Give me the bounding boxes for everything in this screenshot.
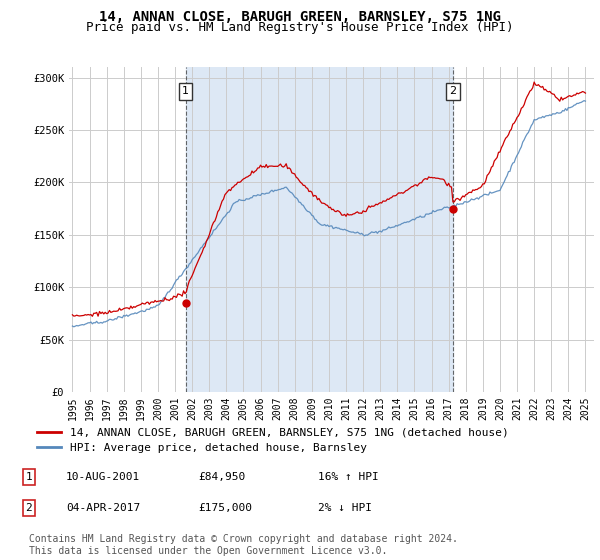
Text: 10-AUG-2001: 10-AUG-2001 bbox=[66, 472, 140, 482]
Text: 1: 1 bbox=[182, 86, 189, 96]
Legend: 14, ANNAN CLOSE, BARUGH GREEN, BARNSLEY, S75 1NG (detached house), HPI: Average : 14, ANNAN CLOSE, BARUGH GREEN, BARNSLEY,… bbox=[32, 423, 514, 457]
Text: Price paid vs. HM Land Registry's House Price Index (HPI): Price paid vs. HM Land Registry's House … bbox=[86, 21, 514, 34]
Text: 2: 2 bbox=[25, 503, 32, 513]
Text: Contains HM Land Registry data © Crown copyright and database right 2024.
This d: Contains HM Land Registry data © Crown c… bbox=[29, 534, 458, 556]
Text: £175,000: £175,000 bbox=[198, 503, 252, 513]
Text: 16% ↑ HPI: 16% ↑ HPI bbox=[318, 472, 379, 482]
Text: 2% ↓ HPI: 2% ↓ HPI bbox=[318, 503, 372, 513]
Text: 04-APR-2017: 04-APR-2017 bbox=[66, 503, 140, 513]
Text: £84,950: £84,950 bbox=[198, 472, 245, 482]
Text: 14, ANNAN CLOSE, BARUGH GREEN, BARNSLEY, S75 1NG: 14, ANNAN CLOSE, BARUGH GREEN, BARNSLEY,… bbox=[99, 10, 501, 24]
Bar bbox=[185, 67, 453, 392]
Text: 2: 2 bbox=[449, 86, 457, 96]
Text: 1: 1 bbox=[25, 472, 32, 482]
